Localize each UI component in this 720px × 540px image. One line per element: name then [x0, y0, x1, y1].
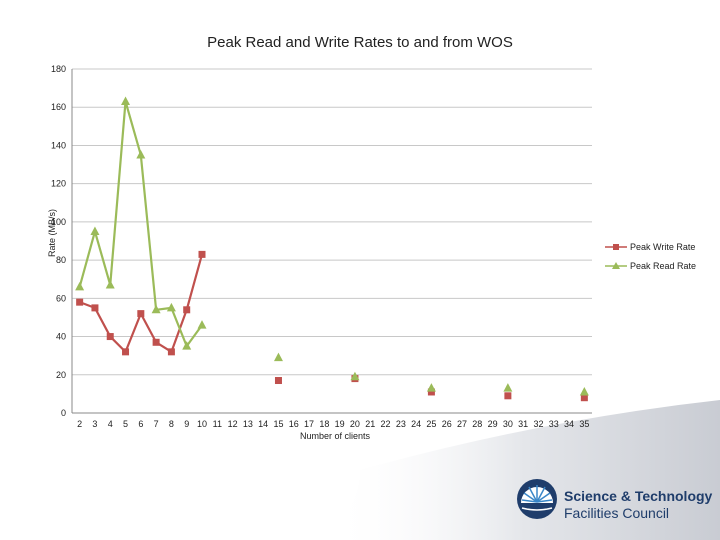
- x-tick-label: 26: [442, 419, 452, 429]
- read-rate-point: [197, 320, 207, 329]
- write-rate-point: [198, 250, 206, 258]
- x-tick-label: 25: [426, 419, 436, 429]
- y-axis-label: Rate (MB/s): [47, 209, 57, 258]
- write-rate-point: [274, 377, 282, 385]
- x-tick-label: 11: [213, 419, 222, 429]
- write-rate-point: [580, 394, 588, 402]
- read-rate-point: [151, 304, 161, 314]
- write-rate-point: [183, 306, 191, 314]
- x-tick-label: 3: [92, 419, 97, 429]
- x-tick-label: 12: [228, 419, 238, 429]
- legend-write-label: Peak Write Rate: [630, 242, 696, 252]
- x-tick-label: 10: [197, 419, 207, 429]
- stfc-logo: Science & Technology Facilities Council: [514, 476, 712, 524]
- x-tick-label: 5: [123, 419, 128, 429]
- x-tick-label: 24: [411, 419, 421, 429]
- x-tick-label: 33: [549, 419, 559, 429]
- x-tick-label: 13: [243, 419, 253, 429]
- x-tick-label: 20: [350, 419, 360, 429]
- y-tick-label: 100: [51, 217, 66, 227]
- read-rate-point: [426, 383, 436, 392]
- x-tick-label: 4: [108, 419, 113, 429]
- x-tick-label: 35: [579, 419, 589, 429]
- x-tick-label: 29: [488, 419, 498, 429]
- y-tick-label: 0: [61, 408, 66, 418]
- y-tick-label: 80: [56, 255, 66, 265]
- logo-text-line1: Science & Technology: [564, 488, 713, 504]
- x-tick-label: 27: [457, 419, 467, 429]
- x-tick-label: 8: [169, 419, 174, 429]
- y-tick-label: 120: [51, 179, 66, 189]
- legend-read-marker-icon: [605, 262, 627, 269]
- x-tick-label: 9: [184, 419, 189, 429]
- x-tick-label: 31: [518, 419, 528, 429]
- x-tick-label: 28: [472, 419, 482, 429]
- x-tick-label: 2: [77, 419, 82, 429]
- write-rate-point: [91, 304, 99, 312]
- x-tick-label: 32: [533, 419, 543, 429]
- read-rate-point: [105, 279, 115, 289]
- x-tick-label: 30: [503, 419, 513, 429]
- x-tick-label: 21: [365, 419, 375, 429]
- x-tick-label: 23: [396, 419, 406, 429]
- x-tick-label: 22: [381, 419, 391, 429]
- legend-read-label: Peak Read Rate: [630, 261, 697, 271]
- x-tick-label: 18: [319, 419, 329, 429]
- read-rate-point: [166, 302, 176, 312]
- write-rate-point: [167, 348, 175, 356]
- x-tick-label: 6: [138, 419, 143, 429]
- y-tick-label: 180: [51, 64, 66, 74]
- read-rate-point: [121, 96, 131, 105]
- legend-write-marker-icon: [605, 244, 627, 250]
- x-tick-label: 34: [564, 419, 574, 429]
- x-axis-label: Number of clients: [299, 431, 371, 441]
- y-tick-label: 40: [56, 332, 66, 342]
- y-tick-label: 60: [56, 293, 66, 303]
- y-tick-label: 20: [56, 370, 66, 380]
- write-rate-point: [137, 310, 145, 318]
- write-rate-point: [152, 338, 160, 346]
- write-rate-point: [122, 348, 130, 356]
- write-rate-point: [76, 298, 84, 306]
- write-rate-point: [106, 333, 114, 341]
- read-rate-point: [182, 341, 192, 350]
- x-tick-label: 16: [289, 419, 299, 429]
- read-rate-point: [75, 281, 85, 291]
- logo-text-line2: Facilities Council: [564, 505, 670, 521]
- chart-title: Peak Read and Write Rates to and from WO…: [207, 34, 513, 51]
- y-tick-label: 140: [51, 140, 66, 150]
- y-tick-label: 160: [51, 102, 66, 112]
- write-rate-point: [427, 388, 435, 396]
- x-tick-label: 7: [154, 419, 159, 429]
- read-rate-point: [90, 226, 100, 235]
- x-tick-label: 15: [273, 419, 283, 429]
- x-tick-label: 14: [258, 419, 268, 429]
- read-rate-point: [579, 386, 589, 396]
- read-rate-point: [136, 150, 146, 159]
- write-rate-point: [504, 392, 512, 400]
- read-rate-point: [503, 383, 513, 392]
- read-rate-point: [350, 371, 360, 381]
- read-rate-point: [273, 352, 283, 362]
- stfc-logo-icon: [517, 479, 557, 519]
- x-tick-label: 17: [304, 419, 314, 429]
- x-tick-label: 19: [335, 419, 345, 429]
